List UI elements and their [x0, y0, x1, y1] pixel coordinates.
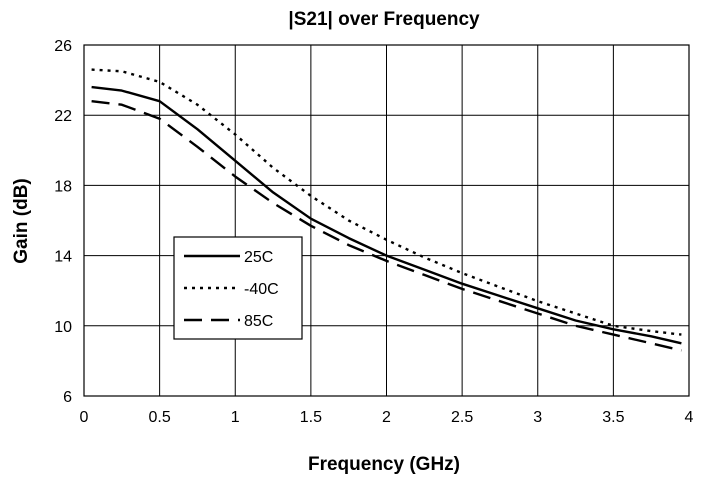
x-tick-label: 2: [382, 409, 391, 426]
legend: 25C -40C 85C: [173, 236, 303, 340]
y-tick-label: 14: [54, 249, 72, 266]
tick-labels: 0 0.5 1 1.5 2 2.5 3 3.5 4 6 10 14 18 22 26: [54, 38, 693, 426]
y-axis-label: Gain (dB): [11, 178, 32, 264]
x-axis-label: Frequency (GHz): [308, 454, 460, 475]
grid: [83, 44, 690, 397]
x-tick-label: 0.5: [149, 409, 171, 426]
series-line-2: [91, 100, 682, 352]
x-tick-label: 1.5: [300, 409, 322, 426]
legend-box: [173, 236, 303, 340]
plot-frame: [83, 44, 690, 397]
x-tick-label: 0: [80, 409, 89, 426]
x-tick-label: 3.5: [602, 409, 624, 426]
y-tick-label: 18: [54, 178, 72, 195]
x-tick-label: 3: [533, 409, 542, 426]
y-tick-label: 26: [54, 38, 72, 55]
legend-label: -40C: [244, 281, 279, 298]
chart-title: |S21| over Frequency: [288, 9, 480, 30]
y-tick-label: 10: [54, 319, 72, 336]
series-line-1: [91, 68, 682, 336]
y-tick-label: 22: [54, 108, 72, 125]
y-tick-label: 6: [63, 389, 72, 406]
series-lines: [91, 68, 682, 352]
series-line-0: [91, 85, 682, 345]
x-tick-label: 2.5: [451, 409, 473, 426]
legend-label: 85C: [244, 313, 273, 330]
x-tick-label: 4: [685, 409, 694, 426]
legend-label: 25C: [244, 249, 273, 266]
x-tick-label: 1: [231, 409, 240, 426]
